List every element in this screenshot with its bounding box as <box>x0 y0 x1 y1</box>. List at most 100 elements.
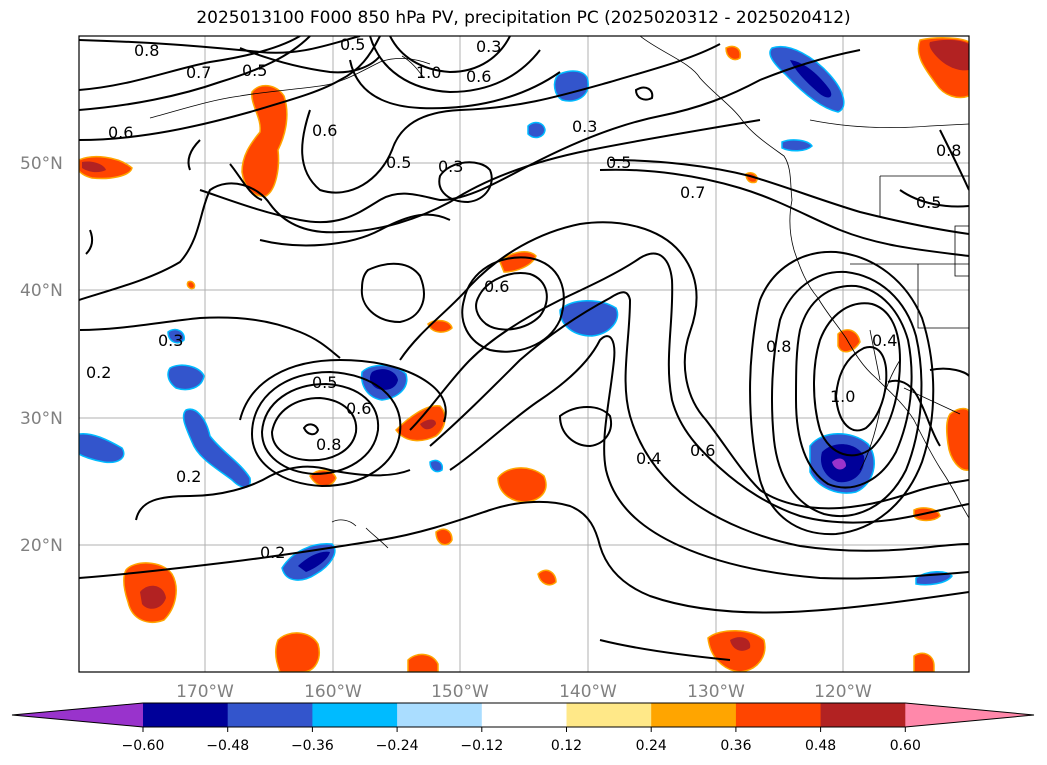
contour-label: 0.3 <box>158 331 183 350</box>
pos-blob <box>435 528 453 546</box>
lon-label-170w: 170°W <box>176 682 234 702</box>
colorbar-segment <box>143 703 229 727</box>
longitude-labels: 170°W 160°W 150°W 140°W 130°W 120°W <box>176 682 872 702</box>
contour-label: 0.7 <box>680 183 705 202</box>
pos-blob-core <box>420 419 436 430</box>
colorbar-tick-label: −0.48 <box>206 738 249 754</box>
contour-label: 0.6 <box>108 123 133 142</box>
contour-label: 0.8 <box>936 141 961 160</box>
contour-label: 0.2 <box>176 467 201 486</box>
contour-label: 1.0 <box>416 63 441 82</box>
contour-label: 0.3 <box>438 157 463 176</box>
colorbar-tick-label: 0.60 <box>890 738 921 754</box>
contour-label: 0.2 <box>86 363 111 382</box>
pos-blob <box>945 407 969 471</box>
colorbar-tick-label: 0.48 <box>805 738 836 754</box>
pos-blob <box>913 652 935 672</box>
colorbar-extend-min <box>12 703 143 727</box>
colorbar-tick-label: −0.24 <box>376 738 419 754</box>
neg-blob <box>167 328 185 344</box>
lon-label-150w: 150°W <box>431 682 489 702</box>
pos-blob-core <box>140 585 166 609</box>
precipitation-shading <box>79 37 969 672</box>
colorbar-tick-label: 0.24 <box>636 738 667 754</box>
contour-label: 0.5 <box>606 153 631 172</box>
colorbar-tick-labels: −0.60 −0.48 −0.36 −0.24 −0.12 0.12 0.24 0.36 0.4… <box>122 727 921 754</box>
pos-blob-core <box>82 161 106 173</box>
contour-label: 0.6 <box>484 277 509 296</box>
neg-blob <box>559 300 619 337</box>
contour-label: 0.4 <box>636 449 661 468</box>
pos-blob <box>407 653 439 672</box>
pos-blob <box>241 84 288 197</box>
latitude-labels: 50°N 40°N 30°N 20°N <box>20 154 63 556</box>
colorbar-segment <box>651 703 737 727</box>
colorbar-tick-label: −0.12 <box>460 738 503 754</box>
colorbar-extend-max <box>905 703 1034 727</box>
pos-blob <box>497 467 547 503</box>
neg-blob <box>167 364 205 391</box>
contour-label: 0.8 <box>134 41 159 60</box>
contour-label: 0.3 <box>572 117 597 136</box>
neg-blob <box>781 139 813 152</box>
pos-blob <box>707 630 766 672</box>
contour-label: 0.5 <box>386 153 411 172</box>
lon-label-160w: 160°W <box>304 682 362 702</box>
lat-label-40n: 40°N <box>20 281 63 301</box>
colorbar-segment <box>735 703 822 727</box>
neg-blob-core <box>298 551 330 572</box>
contour-label: 1.0 <box>830 387 855 406</box>
neg-blob <box>553 70 589 102</box>
pos-blob <box>275 632 320 672</box>
colorbar-segment <box>397 703 483 727</box>
contour-label: 0.4 <box>872 331 897 350</box>
neg-blob-core <box>790 60 832 98</box>
contour-label: 0.8 <box>766 337 791 356</box>
contour-label: 0.5 <box>312 373 337 392</box>
pos-blob-core <box>730 637 751 651</box>
pos-blob <box>837 329 861 353</box>
colorbar-tick-label: −0.36 <box>291 738 334 754</box>
colorbar-segment <box>481 703 567 727</box>
colorbar-tick-label: 0.12 <box>551 738 582 754</box>
map-title: 2025013100 F000 850 hPa PV, precipitatio… <box>196 8 851 28</box>
contour-label: 0.6 <box>466 67 491 86</box>
contour-label: 0.5 <box>340 35 365 54</box>
colorbar-segment <box>227 703 313 727</box>
contour-label: 0.6 <box>346 399 371 418</box>
pos-blob <box>186 280 196 290</box>
lat-label-20n: 20°N <box>20 536 63 556</box>
contour-label: 0.8 <box>316 435 341 454</box>
colorbar-segment <box>820 703 906 727</box>
gridlines <box>79 36 969 672</box>
map-background <box>79 36 969 672</box>
contour-label: 0.2 <box>260 543 285 562</box>
contour-label: 0.6 <box>690 441 715 460</box>
colorbar-segment <box>566 703 652 727</box>
contour-labels: 0.8 0.7 0.5 0.6 0.5 0.3 1.0 0.6 0.3 0.5 … <box>86 35 961 562</box>
neg-blob-core <box>832 458 846 470</box>
lat-label-50n: 50°N <box>20 154 63 174</box>
map-frame <box>78 35 970 673</box>
pos-blob <box>725 45 742 61</box>
contour-label: 0.5 <box>916 193 941 212</box>
neg-blob <box>527 121 546 139</box>
neg-blob <box>79 432 125 464</box>
contour-label: 0.6 <box>312 121 337 140</box>
lon-label-140w: 140°W <box>559 682 617 702</box>
colorbar <box>11 702 1035 728</box>
colorbar-tick-label: 0.36 <box>720 738 751 754</box>
colorbar-tick-label: −0.60 <box>122 738 165 754</box>
lat-label-30n: 30°N <box>20 409 63 429</box>
contour-label: 0.3 <box>476 37 501 56</box>
pos-blob-core <box>929 39 969 71</box>
contour-label: 0.7 <box>186 63 211 82</box>
neg-blob <box>429 459 444 473</box>
contour-label: 0.5 <box>242 61 267 80</box>
pos-blob <box>537 569 557 586</box>
lon-label-130w: 130°W <box>687 682 745 702</box>
pv-contours <box>79 36 969 661</box>
colorbar-segment <box>312 703 398 727</box>
lon-label-120w: 120°W <box>814 682 872 702</box>
